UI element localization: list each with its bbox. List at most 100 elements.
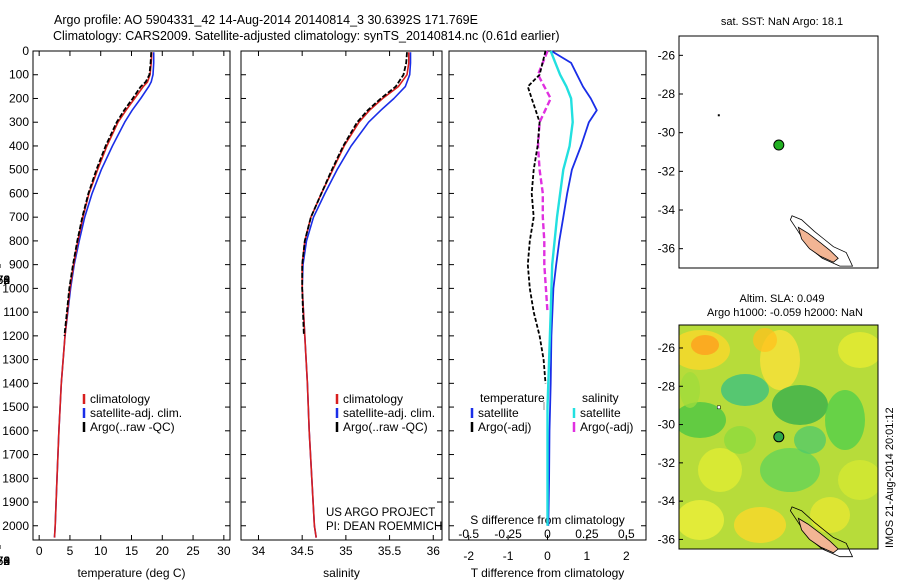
depth-ytick-label: 600 [9, 186, 29, 200]
difference-xtick-label: 1 [584, 549, 591, 563]
sla-map-ytick-label: -28 [658, 379, 676, 393]
salinity-profile-panel: 34 34.5 35 35.5 36 salinity climatologysatelli… [240, 50, 443, 580]
sla-map-anomaly-patch [760, 448, 820, 492]
sst-map-xtick-label: 172 [0, 273, 10, 287]
sla-map-xtick-label: 172 [0, 554, 10, 568]
temperature-xtick-label: 0 [36, 544, 43, 558]
temperature-legend-label: climatology [90, 392, 150, 406]
sla-map-xtick-label: 176 [0, 554, 10, 568]
temperature-xtick-label: 20 [156, 544, 170, 558]
sla-map-xtick-label: 170 [0, 554, 10, 568]
salinity-xlabel: salinity [323, 566, 360, 580]
difference-xtick-label: 2 [623, 549, 630, 563]
depth-ytick-label: 1500 [2, 400, 29, 414]
sst-map-ytick-label: -34 [658, 203, 676, 217]
temperature-xtick-label: 25 [186, 544, 200, 558]
project-credit-line2: PI: DEAN ROEMMICH [326, 521, 442, 533]
sla-map-anomaly-patch [724, 426, 756, 454]
sst-map-xtick-label: 166 [0, 273, 10, 287]
sst-map-land [797, 226, 839, 263]
salinity-argo-line [301, 52, 408, 336]
depth-ytick-label: 500 [9, 163, 29, 177]
sla-map-anomaly-patch [679, 402, 726, 438]
sla-map-anomaly-patch [680, 372, 700, 408]
temperature-xtick-label: 15 [125, 544, 139, 558]
salinity-xtick-label: 35 [339, 544, 353, 558]
temperature-profile-panel: 0 5 10 15 20 25 300100200300400500600700800900… [2, 44, 231, 580]
difference-legend-label: Argo(-adj) [478, 420, 531, 434]
difference-top-xtick-label: -0.25 [494, 527, 522, 541]
sla-map-islet [717, 405, 721, 410]
depth-ytick-label: 1100 [3, 305, 29, 319]
sla-map-panel: Altim. SLA: 0.049 Argo h1000: -0.059 h200… [0, 293, 879, 568]
depth-ytick-label: 0 [22, 44, 29, 58]
temperature-legend-label: satellite-adj. clim. [90, 406, 182, 420]
sla-map-anomaly-patch [721, 374, 769, 406]
depth-ytick-label: 100 [9, 68, 29, 82]
sst-map-xtick-label: 176 [0, 273, 10, 287]
depth-ytick-label: 1400 [2, 376, 29, 390]
sla-map-ytick-label: -34 [658, 494, 676, 508]
salinity-xtick-label: 34 [252, 544, 266, 558]
depth-ytick-label: 1000 [2, 281, 29, 295]
difference-top-xtick-label: 0 [544, 527, 551, 541]
sla-map-title: Altim. SLA: 0.049 [740, 293, 825, 305]
imos-timestamp: IMOS 21-Aug-2014 20:01:12 [884, 407, 896, 548]
depth-ytick-label: 200 [9, 91, 29, 105]
project-credit-line1: US ARGO PROJECT [326, 507, 435, 519]
sla-map-anomaly-patch [810, 497, 850, 533]
depth-ytick-label: 1300 [2, 353, 29, 367]
depth-ytick-label: 800 [9, 234, 29, 248]
difference-xtick-label: -2 [463, 549, 474, 563]
depth-ytick-label: 900 [9, 258, 29, 272]
depth-ytick-label: 400 [9, 139, 29, 153]
sla-map-ytick-label: -32 [658, 456, 676, 470]
difference-legend-label: satellite [478, 406, 519, 420]
sla-map-xtick-label: 166 [0, 554, 10, 568]
sla-map-ytick-label: -30 [658, 418, 676, 432]
sla-map-anomaly-patch [698, 448, 742, 492]
sla-map-xtick-label: 168 [0, 554, 10, 568]
temperature-legend-label: Argo(..raw -QC) [90, 420, 175, 434]
temperature-xtick-label: 30 [217, 544, 231, 558]
difference-legend-header-temperature: temperature [480, 391, 545, 405]
sst-map-panel: sat. SST: NaN Argo: 18.11661681701721741… [0, 16, 879, 287]
temperature-xtick-label: 5 [67, 544, 74, 558]
sla-map-bathymetry-contour [789, 506, 854, 558]
difference-top-xtick-label: -0.5 [458, 527, 479, 541]
sla-map-anomaly-patch [679, 500, 724, 540]
sst-map-ytick-label: -28 [658, 87, 676, 101]
sst-map-islet [717, 114, 720, 117]
salinity-axes-frame [240, 50, 443, 541]
difference-profile-panel: -2 -1 0 1 2-0.5 -0.25 0 0.25 0.5S difference fro… [448, 50, 647, 580]
salinity-xtick-label: 36 [427, 544, 441, 558]
sla-map-anomaly-patch [753, 328, 777, 352]
sst-map-ytick-label: -26 [658, 48, 676, 62]
salinity-difference-argo-line [536, 50, 552, 313]
sla-map-anomaly-patch [825, 390, 865, 450]
sst-map-xtick-label: 170 [0, 273, 10, 287]
difference-legend-label: Argo(-adj) [580, 420, 633, 434]
sst-map-title: sat. SST: NaN Argo: 18.1 [721, 16, 843, 28]
sla-map-xtick-label: 174 [0, 554, 10, 568]
sla-map-anomaly-patch [838, 460, 878, 500]
sst-map-bathymetry-contour [789, 215, 854, 267]
salinity-legend-label: Argo(..raw -QC) [343, 420, 428, 434]
depth-ytick-label: 1700 [2, 448, 29, 462]
depth-ytick-label: 700 [9, 210, 29, 224]
depth-ytick-label: 1200 [2, 329, 29, 343]
sla-map-anomaly-patch [691, 335, 719, 355]
sla-map-anomaly-patch [794, 426, 826, 454]
difference-xlabel: T difference from climatology [471, 566, 625, 580]
sla-map-ytick-label: -36 [658, 532, 676, 546]
temperature-xtick-label: 10 [94, 544, 108, 558]
difference-legend-label: satellite [580, 406, 621, 420]
temperature-difference-argo-line [526, 50, 547, 384]
difference-legend-header-salinity: salinity [582, 391, 619, 405]
temperature-axes-frame [32, 50, 231, 541]
sla-map-anomaly-patch [772, 385, 828, 425]
figure-title-line1: Argo profile: AO 5904331_42 14-Aug-2014 … [54, 13, 478, 27]
difference-xtick-label: -1 [503, 549, 514, 563]
sst-map-xtick-label: 168 [0, 273, 10, 287]
difference-xtick-label: 0 [544, 549, 551, 563]
